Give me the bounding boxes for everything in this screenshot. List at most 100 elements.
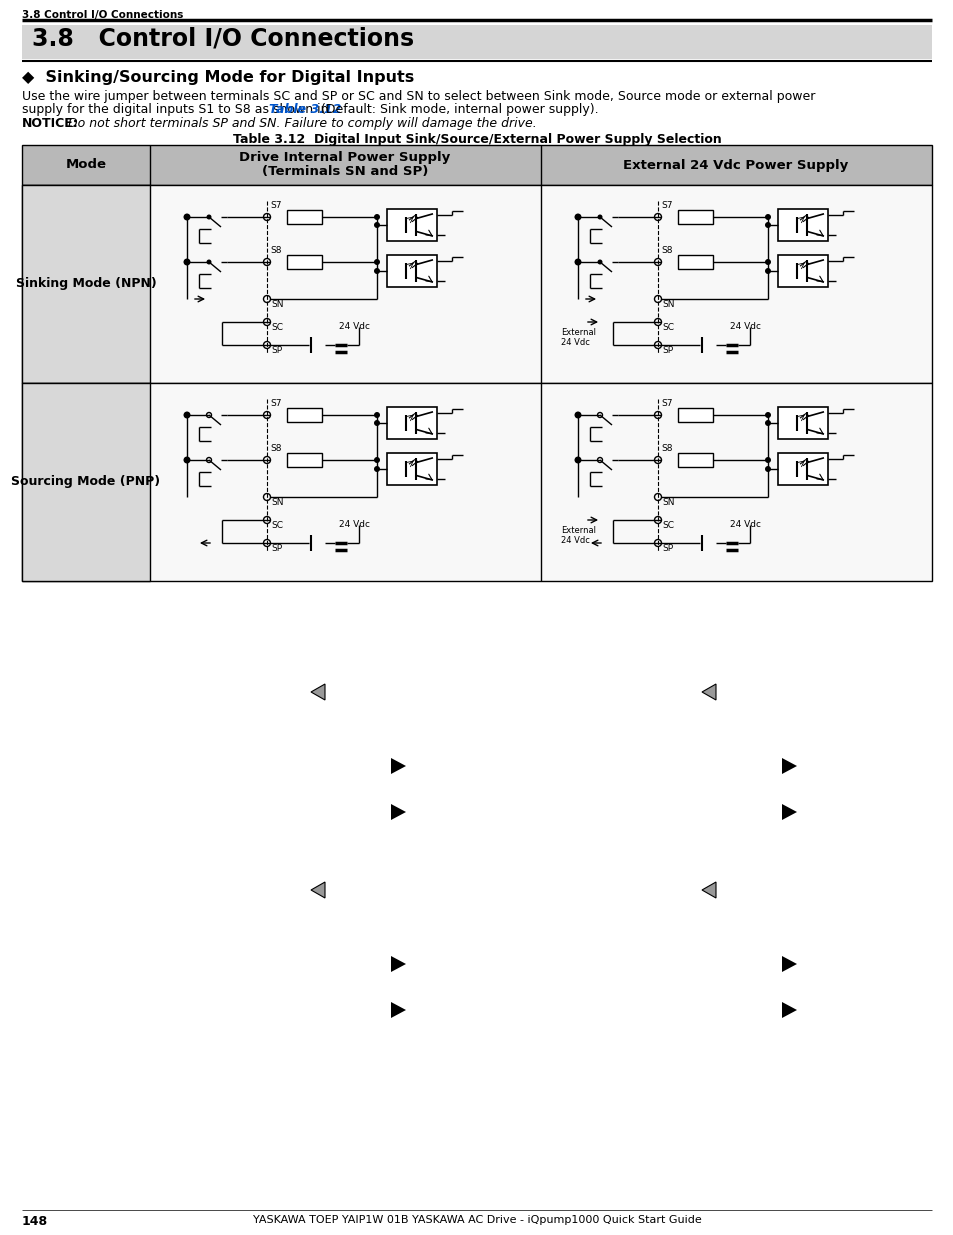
Text: 24 Vdc: 24 Vdc	[729, 520, 760, 529]
Bar	[778, 408, 827, 438]
Circle shape	[206, 259, 212, 264]
Text: External
24 Vdc: External 24 Vdc	[560, 526, 596, 546]
Circle shape	[374, 268, 379, 274]
Circle shape	[374, 420, 379, 426]
Circle shape	[764, 268, 770, 274]
Circle shape	[764, 222, 770, 228]
Bar	[22, 144, 931, 185]
Text: YASKAWA TOEP YAIP1W 01B YASKAWA AC Drive - iQpump1000 Quick Start Guide: YASKAWA TOEP YAIP1W 01B YASKAWA AC Drive…	[253, 1215, 700, 1225]
Bar	[678, 408, 712, 422]
Text: 3.8 Control I/O Connections: 3.8 Control I/O Connections	[22, 10, 183, 20]
Circle shape	[374, 222, 379, 228]
Circle shape	[597, 259, 602, 264]
Circle shape	[183, 258, 191, 266]
Bar	[287, 210, 322, 224]
Circle shape	[374, 214, 379, 220]
Polygon shape	[781, 1002, 796, 1018]
Polygon shape	[781, 758, 796, 774]
Text: 24 Vdc: 24 Vdc	[338, 322, 370, 331]
Circle shape	[764, 457, 770, 463]
Bar	[22, 185, 931, 383]
Bar	[387, 254, 436, 287]
Bar	[778, 254, 827, 287]
Text: NOTICE:: NOTICE:	[22, 117, 79, 130]
Text: 3.8   Control I/O Connections: 3.8 Control I/O Connections	[32, 27, 414, 51]
Circle shape	[183, 457, 191, 463]
Polygon shape	[391, 1002, 406, 1018]
Circle shape	[206, 215, 212, 220]
Bar	[22, 25, 931, 59]
Circle shape	[764, 412, 770, 417]
Polygon shape	[701, 882, 716, 898]
Text: supply for the digital inputs S1 to S8 as shown in: supply for the digital inputs S1 to S8 a…	[22, 103, 333, 116]
Circle shape	[764, 420, 770, 426]
Bar	[778, 209, 827, 241]
Text: SC: SC	[271, 324, 283, 332]
Text: SP: SP	[271, 346, 282, 354]
Text: (Default: Sink mode, internal power supply).: (Default: Sink mode, internal power supp…	[316, 103, 598, 116]
Circle shape	[374, 259, 379, 266]
Text: Drive Internal Power Supply: Drive Internal Power Supply	[239, 151, 450, 163]
Circle shape	[764, 214, 770, 220]
Circle shape	[374, 466, 379, 472]
Circle shape	[183, 411, 191, 419]
Circle shape	[374, 412, 379, 417]
Circle shape	[764, 259, 770, 266]
Text: S8: S8	[270, 246, 281, 254]
Bar	[778, 453, 827, 485]
Bar	[678, 210, 712, 224]
Bar	[22, 383, 150, 580]
Bar	[22, 185, 150, 383]
Text: S8: S8	[660, 246, 672, 254]
Text: SC: SC	[271, 521, 283, 530]
Text: SP: SP	[271, 543, 282, 553]
Bar	[678, 453, 712, 467]
Text: SN: SN	[661, 498, 674, 508]
Bar	[287, 408, 322, 422]
Text: S7: S7	[270, 399, 281, 408]
Polygon shape	[701, 684, 716, 700]
Text: S7: S7	[660, 399, 672, 408]
Polygon shape	[391, 804, 406, 820]
Text: SC: SC	[661, 324, 673, 332]
Text: SN: SN	[271, 300, 283, 309]
Circle shape	[597, 215, 602, 220]
Polygon shape	[781, 956, 796, 972]
Bar	[287, 453, 322, 467]
Circle shape	[764, 466, 770, 472]
Text: Table 3.12  Digital Input Sink/Source/External Power Supply Selection: Table 3.12 Digital Input Sink/Source/Ext…	[233, 133, 720, 146]
Text: External
24 Vdc: External 24 Vdc	[560, 329, 596, 347]
Bar	[22, 383, 931, 580]
Circle shape	[574, 214, 581, 221]
Circle shape	[574, 258, 581, 266]
Text: Use the wire jumper between terminals SC and SP or SC and SN to select between S: Use the wire jumper between terminals SC…	[22, 90, 815, 103]
Text: ◆  Sinking/Sourcing Mode for Digital Inputs: ◆ Sinking/Sourcing Mode for Digital Inpu…	[22, 70, 414, 85]
Circle shape	[574, 457, 581, 463]
Text: S7: S7	[660, 201, 672, 210]
Text: Do not short terminals SP and SN. Failure to comply will damage the drive.: Do not short terminals SP and SN. Failur…	[64, 117, 537, 130]
Text: (Terminals SN and SP): (Terminals SN and SP)	[261, 164, 428, 178]
Bar	[387, 408, 436, 438]
Text: 24 Vdc: 24 Vdc	[338, 520, 370, 529]
Text: Mode: Mode	[66, 158, 107, 172]
Text: 24 Vdc: 24 Vdc	[729, 322, 760, 331]
Text: SN: SN	[271, 498, 283, 508]
Text: S8: S8	[270, 445, 281, 453]
Polygon shape	[391, 956, 406, 972]
Text: SN: SN	[661, 300, 674, 309]
Circle shape	[374, 457, 379, 463]
Text: Sinking Mode (NPN): Sinking Mode (NPN)	[15, 278, 156, 290]
Polygon shape	[311, 684, 325, 700]
Text: Table 3.12: Table 3.12	[269, 103, 341, 116]
Polygon shape	[311, 882, 325, 898]
Circle shape	[183, 214, 191, 221]
Bar	[387, 453, 436, 485]
Bar	[678, 254, 712, 269]
Text: 148: 148	[22, 1215, 48, 1228]
Circle shape	[574, 411, 581, 419]
Text: SP: SP	[661, 543, 673, 553]
Text: SC: SC	[661, 521, 673, 530]
Polygon shape	[781, 804, 796, 820]
Polygon shape	[391, 758, 406, 774]
Text: S7: S7	[270, 201, 281, 210]
